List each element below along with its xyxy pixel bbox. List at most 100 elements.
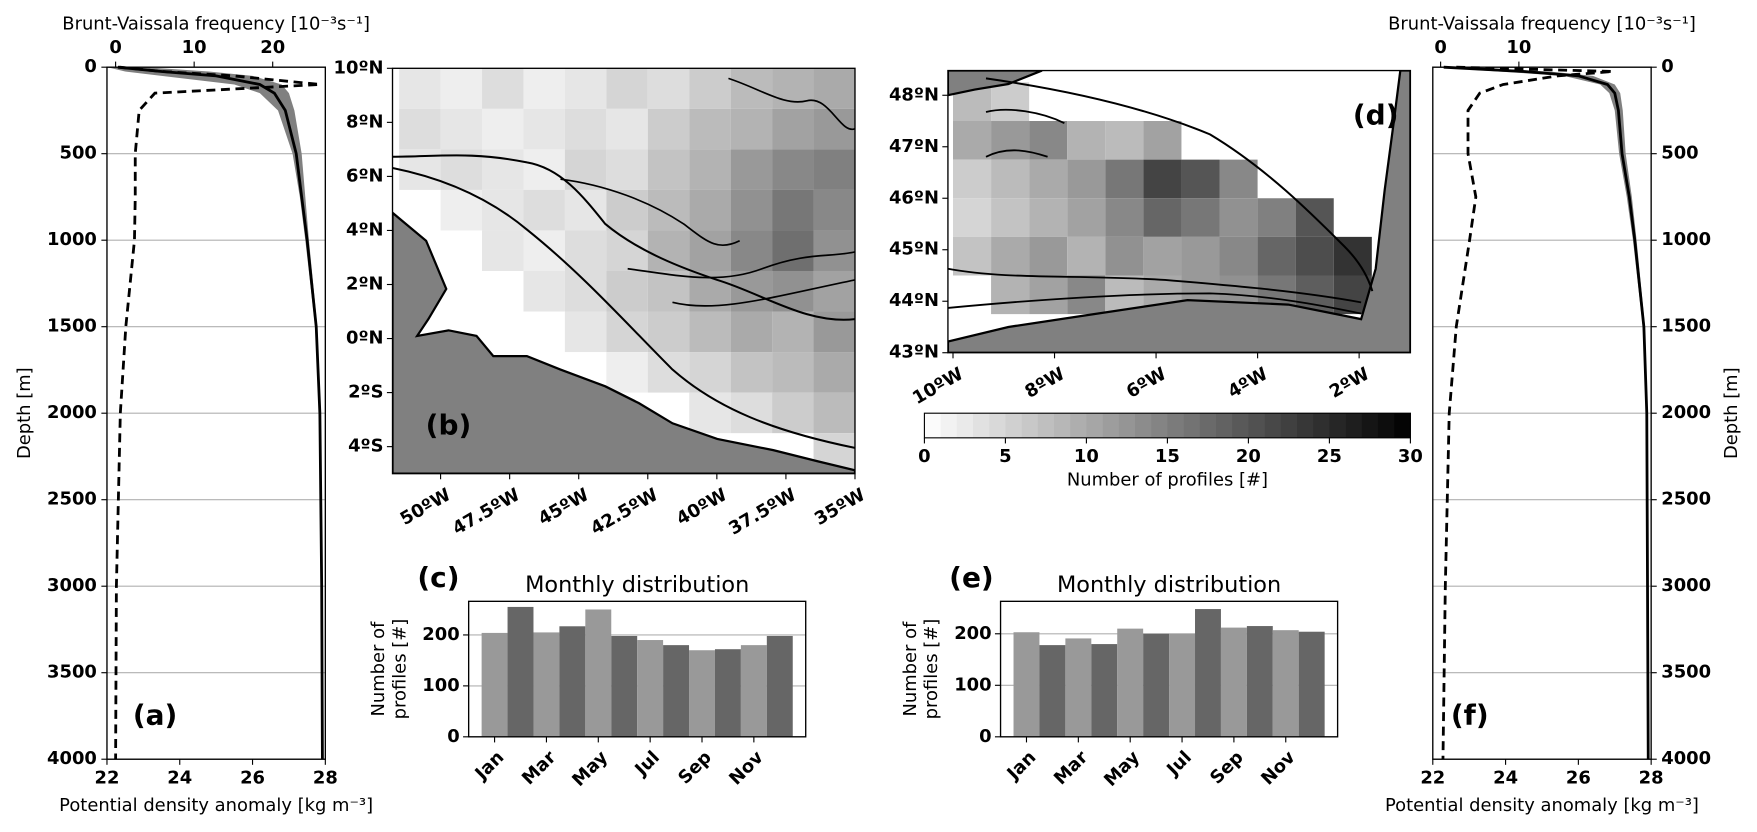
x-tick-label: Jul	[1162, 747, 1196, 781]
colorbar-swatch	[1070, 413, 1087, 438]
profile-count-cell	[813, 392, 855, 434]
y-tick-label: 45ºN	[889, 239, 939, 260]
x-tick-label: 10ºW	[909, 363, 967, 409]
profile-count-cell	[689, 189, 731, 231]
profile-count-cell	[1143, 198, 1182, 237]
profile-count-cell	[606, 149, 648, 190]
bar	[1298, 631, 1325, 737]
profile-count-cell	[647, 270, 690, 312]
profile-count-cell	[689, 230, 731, 271]
colorbar-swatch	[1021, 413, 1039, 438]
x-tick-label: Jan	[471, 747, 509, 785]
profile-count-cell	[1181, 198, 1220, 237]
x-tick-label: Sep	[674, 747, 716, 789]
y-tick-label: 0	[447, 726, 459, 747]
bar	[1143, 633, 1170, 737]
x-tick-label: 28	[313, 767, 338, 788]
x-tick-label: 22	[95, 767, 120, 788]
x-tick-label: Sep	[1206, 747, 1248, 789]
land	[392, 211, 855, 474]
x-tick-label: May	[568, 747, 612, 791]
profile-count-cell	[1105, 121, 1144, 160]
y-axis-label: profiles [#]	[389, 619, 410, 720]
profile-count-cell	[1067, 236, 1106, 276]
profile-count-cell	[991, 236, 1030, 276]
profile-count-cell	[991, 82, 1030, 122]
profile-count-cell	[813, 149, 855, 190]
y-tick-label: 1000	[1661, 229, 1711, 250]
bar	[481, 632, 508, 737]
y-tick-label: 3500	[47, 662, 97, 683]
profile-count-cell	[772, 352, 814, 393]
profile-count-cell	[399, 108, 441, 150]
y-tick-label: 1000	[47, 229, 97, 250]
x-tick-label: 6ºW	[1123, 363, 1170, 402]
profile-count-cell	[689, 149, 731, 190]
x-axis-label: Potential density anomaly [kg m⁻³]	[59, 795, 373, 816]
map-b-geography	[392, 77, 855, 474]
colorbar-swatch	[1102, 413, 1120, 438]
profile-count-cell	[772, 392, 814, 434]
x2-tick-label: 0	[1434, 37, 1446, 58]
y-tick-label: 1500	[1661, 316, 1711, 337]
profile-count-cell	[689, 392, 731, 434]
colorbar-swatch	[1118, 413, 1136, 438]
y-tick-label: 0	[84, 56, 96, 77]
profile-count-cell	[482, 189, 524, 231]
profile-count-cell	[482, 108, 524, 150]
colorbar-tick-label: 5	[999, 446, 1011, 467]
x-tick-label: Jan	[1002, 747, 1040, 785]
profile-count-cell	[730, 189, 773, 231]
profile-count-cell	[1029, 236, 1068, 276]
y-tick-label: 2ºN	[346, 273, 384, 294]
profile-count-cell	[523, 230, 565, 271]
colorbar-swatch	[1054, 413, 1071, 438]
profile-count-cell	[730, 108, 773, 150]
profile-count-cell	[689, 311, 731, 353]
profile-count-cell	[1257, 236, 1296, 276]
colorbar-label: Number of profiles [#]	[1067, 469, 1268, 490]
profile-count-cell	[606, 68, 648, 109]
profile-count-cell	[606, 270, 648, 312]
profile-count-cell	[564, 270, 607, 312]
y-tick-label: 2ºS	[348, 382, 383, 403]
y-tick-label: 4000	[47, 748, 97, 769]
y-tick-label: 0	[1661, 56, 1673, 77]
profile-count-cell	[813, 352, 855, 393]
x-tick-label: 24	[167, 767, 192, 788]
x-tick-label: 4ºW	[1224, 363, 1271, 402]
profile-count-cell	[482, 149, 524, 190]
x-tick-label: Nov	[1257, 747, 1300, 790]
profile-count-cell	[1105, 236, 1144, 276]
profile-count-cell	[564, 311, 607, 353]
colorbar-swatch	[1199, 413, 1217, 438]
profile-count-cell	[991, 198, 1030, 237]
x-tick-label: Jul	[630, 747, 664, 781]
profile-count-cell	[730, 352, 773, 393]
x-tick-label: 24	[1493, 767, 1518, 788]
colorbar-tick-label: 0	[918, 446, 930, 467]
x2-axis-label: Brunt-Vaissala frequency [10⁻³s⁻¹]	[1388, 14, 1696, 35]
colorbar-swatch	[1280, 413, 1298, 438]
profile-count-cell	[647, 108, 690, 150]
axes-frame	[106, 66, 326, 760]
chart-title: Monthly distribution	[525, 572, 749, 598]
y-tick-label: 2500	[47, 489, 97, 510]
panel-label: (c)	[417, 561, 459, 594]
coastline-contour	[985, 77, 1374, 292]
profile-count-cell	[1143, 236, 1182, 276]
colorbar-swatch	[973, 413, 990, 438]
profile-count-cell	[1067, 159, 1106, 199]
bar	[559, 626, 586, 737]
y-tick-label: 0	[979, 726, 991, 747]
axes-frame	[467, 600, 807, 738]
profile-count-cell	[482, 230, 524, 271]
density-line	[1443, 65, 1650, 760]
profile-count-cell	[523, 189, 565, 231]
land	[947, 70, 1043, 97]
profile-count-cell	[1029, 275, 1068, 315]
y-axis-label: Number of	[900, 621, 921, 717]
x-tick-label: 47.5ºW	[449, 484, 524, 539]
colorbar-tick-label: 10	[1074, 446, 1099, 467]
y-tick-label: 500	[59, 143, 96, 164]
